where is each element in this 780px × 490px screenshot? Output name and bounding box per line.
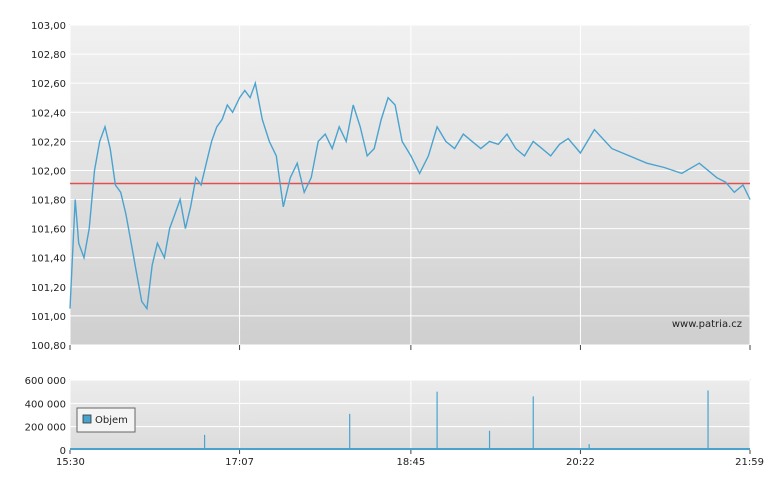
- x-tick-label: 18:45: [396, 457, 425, 468]
- volume-y-tick-label: 0: [60, 446, 66, 457]
- price-x-axis: [69, 345, 751, 350]
- price-plot-area: [69, 24, 751, 346]
- volume-chart: 600 000 400 000 200 000 0 15:30 17:07 18:45 20…: [25, 376, 764, 468]
- price-grid: [69, 24, 751, 346]
- price-y-tick-label: 102,40: [31, 108, 66, 119]
- price-y-tick-label: 100,80: [31, 341, 66, 352]
- volume-y-tick-label: 200 000: [25, 423, 66, 434]
- volume-y-tick-label: 400 000: [25, 399, 66, 410]
- volume-y-tick-label: 600 000: [25, 376, 66, 387]
- price-y-tick-label: 101,40: [31, 254, 66, 265]
- x-tick-label: 15:30: [56, 457, 85, 468]
- volume-bars: [70, 390, 750, 450]
- price-y-tick-label: 102,00: [31, 166, 66, 177]
- price-y-tick-label: 101,00: [31, 312, 66, 323]
- volume-y-axis: 600 000 400 000 200 000 0: [25, 376, 66, 457]
- price-chart: 103,00 102,80 102,60 102,40 102,20 102,00 101,…: [31, 21, 751, 352]
- watermark: www.patria.cz: [672, 319, 742, 330]
- x-tick-label: 21:59: [735, 457, 764, 468]
- volume-plot-area: [69, 379, 751, 451]
- x-tick-label: 17:07: [225, 457, 254, 468]
- price-y-tick-label: 102,80: [31, 50, 66, 61]
- price-y-axis: 103,00 102,80 102,60 102,40 102,20 102,00 101,…: [31, 21, 66, 352]
- price-y-tick-label: 101,20: [31, 283, 66, 294]
- price-series-line: [69, 80, 751, 311]
- x-tick-label: 20:22: [566, 457, 595, 468]
- volume-x-axis: 15:30 17:07 18:45 20:22 21:59: [56, 450, 764, 468]
- price-y-tick-label: 102,20: [31, 137, 66, 148]
- price-y-tick-label: 101,80: [31, 196, 66, 207]
- legend-label: Objem: [95, 415, 128, 426]
- legend-swatch-icon: [82, 414, 92, 424]
- price-y-tick-label: 102,60: [31, 79, 66, 90]
- price-y-tick-label: 103,00: [31, 21, 66, 32]
- price-y-tick-label: 101,60: [31, 225, 66, 236]
- legend[interactable]: Objem: [76, 407, 136, 433]
